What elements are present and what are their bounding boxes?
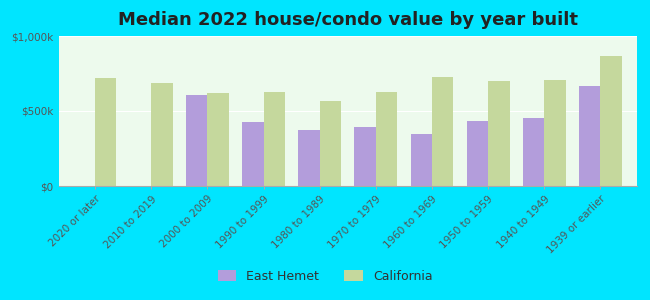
Bar — [579, 85, 601, 186]
Legend: East Hemet, California: East Hemet, California — [213, 265, 437, 288]
Bar — [186, 94, 207, 186]
Bar — [207, 93, 229, 186]
Bar — [95, 78, 116, 186]
Bar — [242, 122, 263, 186]
Bar — [601, 56, 622, 186]
Bar — [263, 92, 285, 186]
Bar — [320, 100, 341, 186]
Bar — [544, 80, 566, 186]
Bar — [354, 127, 376, 186]
Bar — [298, 130, 320, 186]
Bar — [467, 121, 488, 186]
Bar — [376, 92, 397, 186]
Bar — [151, 82, 172, 186]
Bar — [432, 76, 453, 186]
Bar — [488, 81, 510, 186]
Bar — [411, 134, 432, 186]
Bar — [523, 118, 544, 186]
Title: Median 2022 house/condo value by year built: Median 2022 house/condo value by year bu… — [118, 11, 578, 29]
